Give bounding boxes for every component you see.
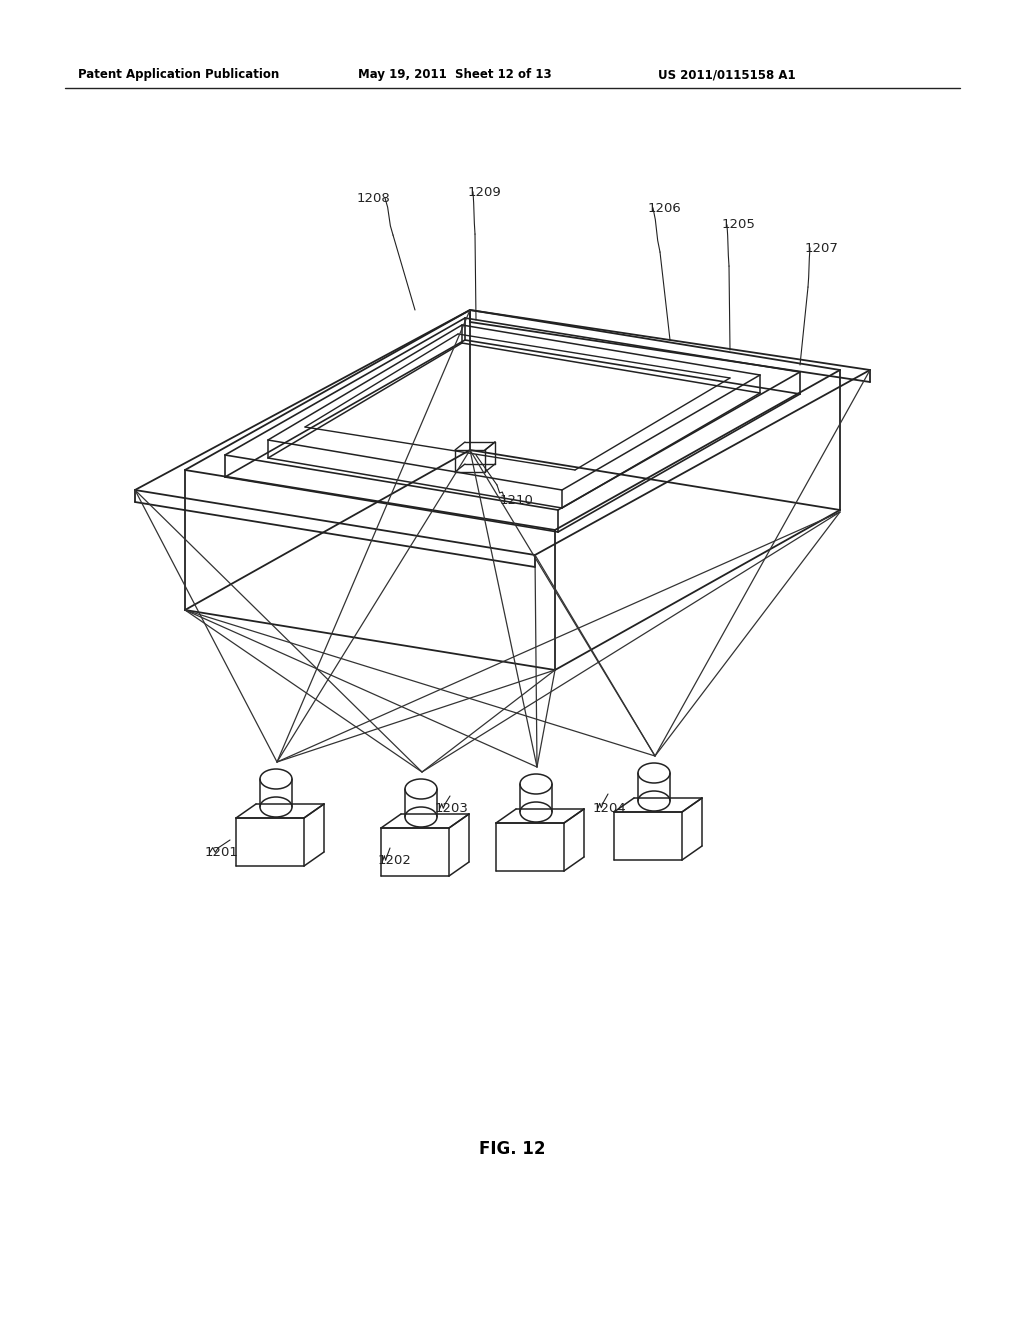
Text: 1203: 1203: [435, 801, 469, 814]
Text: 1208: 1208: [356, 191, 390, 205]
Text: 1204: 1204: [593, 801, 627, 814]
Text: 1207: 1207: [805, 242, 839, 255]
Text: 1206: 1206: [648, 202, 682, 214]
Text: 1210: 1210: [500, 494, 534, 507]
Text: FIG. 12: FIG. 12: [479, 1140, 545, 1158]
Text: 1201: 1201: [205, 846, 239, 858]
Text: 1205: 1205: [722, 219, 756, 231]
Text: 1209: 1209: [468, 186, 502, 198]
Text: US 2011/0115158 A1: US 2011/0115158 A1: [658, 69, 796, 81]
Text: May 19, 2011  Sheet 12 of 13: May 19, 2011 Sheet 12 of 13: [358, 69, 552, 81]
Text: 1202: 1202: [378, 854, 412, 866]
Text: Patent Application Publication: Patent Application Publication: [78, 69, 280, 81]
